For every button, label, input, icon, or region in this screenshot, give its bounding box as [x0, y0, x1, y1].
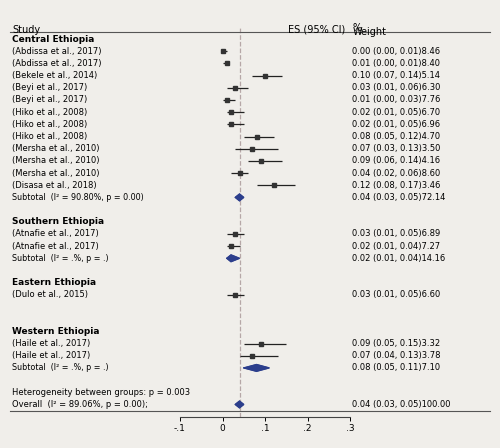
Text: 0.03 (0.01, 0.06)6.30: 0.03 (0.01, 0.06)6.30	[352, 83, 441, 92]
Text: 0.02 (0.01, 0.04)14.16: 0.02 (0.01, 0.04)14.16	[352, 254, 446, 263]
Text: (Mersha et al., 2010): (Mersha et al., 2010)	[12, 168, 100, 177]
Polygon shape	[236, 401, 244, 408]
Text: 0.02 (0.01, 0.05)6.70: 0.02 (0.01, 0.05)6.70	[352, 108, 440, 116]
Polygon shape	[227, 255, 239, 262]
Text: 0.02 (0.01, 0.05)6.96: 0.02 (0.01, 0.05)6.96	[352, 120, 440, 129]
Polygon shape	[244, 365, 269, 371]
Text: %: %	[352, 23, 362, 33]
Text: Overall  (I² = 89.06%, p = 0.00);: Overall (I² = 89.06%, p = 0.00);	[12, 400, 148, 409]
Text: 0.04 (0.03, 0.05)100.00: 0.04 (0.03, 0.05)100.00	[352, 400, 451, 409]
Text: 0.08 (0.05, 0.12)4.70: 0.08 (0.05, 0.12)4.70	[352, 132, 440, 141]
Text: (Hiko et al., 2008): (Hiko et al., 2008)	[12, 132, 88, 141]
Text: 0.07 (0.03, 0.13)3.50: 0.07 (0.03, 0.13)3.50	[352, 144, 441, 153]
Text: (Beyi et al., 2017): (Beyi et al., 2017)	[12, 95, 88, 104]
Text: 0.03 (0.01, 0.05)6.89: 0.03 (0.01, 0.05)6.89	[352, 229, 441, 238]
Text: Heterogeneity between groups: p = 0.003: Heterogeneity between groups: p = 0.003	[12, 388, 190, 397]
Text: 0.07 (0.04, 0.13)3.78: 0.07 (0.04, 0.13)3.78	[352, 351, 441, 360]
Text: 0.09 (0.05, 0.15)3.32: 0.09 (0.05, 0.15)3.32	[352, 339, 440, 348]
Text: 0.12 (0.08, 0.17)3.46: 0.12 (0.08, 0.17)3.46	[352, 181, 441, 190]
Text: (Mersha et al., 2010): (Mersha et al., 2010)	[12, 144, 100, 153]
Text: 0.09 (0.06, 0.14)4.16: 0.09 (0.06, 0.14)4.16	[352, 156, 440, 165]
Polygon shape	[236, 194, 244, 201]
Text: 0.08 (0.05, 0.11)7.10: 0.08 (0.05, 0.11)7.10	[352, 363, 440, 372]
Text: (Beyi et al., 2017): (Beyi et al., 2017)	[12, 83, 88, 92]
Text: Study: Study	[12, 25, 40, 35]
Text: ES (95% CI): ES (95% CI)	[288, 25, 345, 35]
Text: Western Ethiopia: Western Ethiopia	[12, 327, 100, 336]
Text: (Atnafie et al., 2017): (Atnafie et al., 2017)	[12, 229, 99, 238]
Text: (Disasa et al., 2018): (Disasa et al., 2018)	[12, 181, 97, 190]
Text: Southern Ethiopia: Southern Ethiopia	[12, 217, 104, 226]
Text: 0.01 (0.00, 0.01)8.40: 0.01 (0.00, 0.01)8.40	[352, 59, 440, 68]
Text: 0.10 (0.07, 0.14)5.14: 0.10 (0.07, 0.14)5.14	[352, 71, 440, 80]
Text: 0.02 (0.01, 0.04)7.27: 0.02 (0.01, 0.04)7.27	[352, 241, 440, 250]
Text: Eastern Ethiopia: Eastern Ethiopia	[12, 278, 96, 287]
Text: (Hiko et al., 2008): (Hiko et al., 2008)	[12, 108, 88, 116]
Text: (Atnafie et al., 2017): (Atnafie et al., 2017)	[12, 241, 99, 250]
Text: Central Ethiopia: Central Ethiopia	[12, 34, 95, 43]
Text: 0.04 (0.02, 0.06)8.60: 0.04 (0.02, 0.06)8.60	[352, 168, 441, 177]
Text: Weight: Weight	[352, 27, 386, 37]
Text: (Hiko et al., 2008): (Hiko et al., 2008)	[12, 120, 88, 129]
Text: Subtotal  (I² = .%, p = .): Subtotal (I² = .%, p = .)	[12, 254, 109, 263]
Text: 0.01 (0.00, 0.03)7.76: 0.01 (0.00, 0.03)7.76	[352, 95, 441, 104]
Text: (Dulo et al., 2015): (Dulo et al., 2015)	[12, 290, 88, 299]
Text: (Abdissa et al., 2017): (Abdissa et al., 2017)	[12, 59, 102, 68]
Text: (Bekele et al., 2014): (Bekele et al., 2014)	[12, 71, 98, 80]
Text: (Abdissa et al., 2017): (Abdissa et al., 2017)	[12, 47, 102, 56]
Text: 0.04 (0.03, 0.05)72.14: 0.04 (0.03, 0.05)72.14	[352, 193, 446, 202]
Text: Subtotal  (I² = 90.80%, p = 0.00): Subtotal (I² = 90.80%, p = 0.00)	[12, 193, 144, 202]
Text: (Mersha et al., 2010): (Mersha et al., 2010)	[12, 156, 100, 165]
Text: Subtotal  (I² = .%, p = .): Subtotal (I² = .%, p = .)	[12, 363, 109, 372]
Text: (Haile et al., 2017): (Haile et al., 2017)	[12, 351, 91, 360]
Text: (Haile et al., 2017): (Haile et al., 2017)	[12, 339, 91, 348]
Text: 0.03 (0.01, 0.05)6.60: 0.03 (0.01, 0.05)6.60	[352, 290, 441, 299]
Text: 0.00 (0.00, 0.01)8.46: 0.00 (0.00, 0.01)8.46	[352, 47, 440, 56]
